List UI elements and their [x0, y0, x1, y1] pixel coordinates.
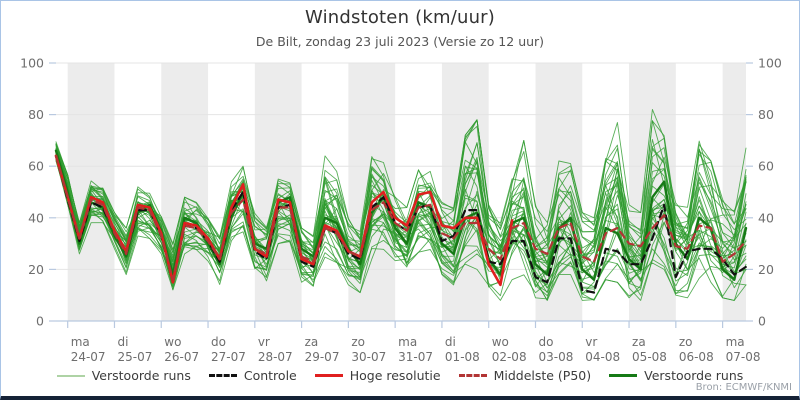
x-axis-label-date: 30-07 [351, 350, 386, 364]
chart-subtitle: De Bilt, zondag 23 juli 2023 (Versie zo … [255, 34, 545, 49]
x-axis-label-date: 06-08 [679, 350, 714, 364]
x-axis-label-date: 28-07 [258, 350, 293, 364]
x-axis-label-weekday: vr [585, 335, 597, 349]
x-axis-label-date: 03-08 [538, 350, 573, 364]
x-axis-label-date: 29-07 [305, 350, 340, 364]
x-axis-label-weekday: ma [398, 335, 417, 349]
chart-header: Windstoten (km/uur) De Bilt, zondag 23 j… [1, 7, 799, 49]
x-axis-label-date: 25-07 [117, 350, 152, 364]
legend-swatch-icon [208, 374, 237, 377]
x-axis-label-weekday: do [211, 335, 226, 349]
x-axis-label-weekday: za [632, 335, 646, 349]
legend-swatch-icon [609, 374, 638, 377]
y-axis-label: 0 [36, 314, 44, 329]
x-axis-label-date: 01-08 [445, 350, 480, 364]
y-axis-label: 80 [758, 107, 774, 122]
legend-label: Hoge resolutie [349, 368, 441, 383]
legend-label: Middelste (P50) [493, 368, 592, 383]
legend-item-3: Middelste (P50) [458, 368, 592, 383]
x-axis-label-date: 31-07 [398, 350, 433, 364]
legend-swatch-icon [314, 374, 343, 377]
x-axis-label-weekday: za [305, 335, 319, 349]
x-axis-label-weekday: wo [492, 335, 509, 349]
y-axis-label: 100 [20, 56, 44, 71]
chart-title: Windstoten (km/uur) [304, 7, 496, 28]
legend-label: Controle [243, 368, 297, 383]
x-axis-label-date: 26-07 [164, 350, 199, 364]
x-axis-label-weekday: zo [679, 335, 693, 349]
x-axis-label-date: 27-07 [211, 350, 246, 364]
x-axis-label-date: 05-08 [632, 350, 667, 364]
legend-label: Verstoorde runs [91, 368, 191, 383]
y-axis-label: 100 [758, 56, 782, 71]
x-axis-label-weekday: di [117, 335, 128, 349]
x-axis-label-date: 04-08 [585, 350, 620, 364]
y-axis-label: 20 [28, 262, 44, 277]
x-axis-label-weekday: ma [726, 335, 745, 349]
x-axis-label-date: 02-08 [492, 350, 527, 364]
x-axis-label-weekday: vr [258, 335, 270, 349]
ensemble-member-line [55, 141, 747, 282]
x-axis-label-weekday: zo [351, 335, 365, 349]
day-band [254, 63, 302, 321]
y-axis-label: 40 [28, 210, 44, 225]
y-axis-label: 80 [28, 107, 44, 122]
legend-swatch-icon [458, 374, 487, 377]
p50-line [54, 154, 748, 281]
legend-item-2: Hoge resolutie [314, 368, 441, 383]
highlight-member-line [54, 149, 748, 281]
x-axis-label-weekday: di [445, 335, 456, 349]
legend-item-0: Verstoorde runs [56, 368, 191, 383]
chart-legend: Verstoorde runs Controle Hoge resolutie Mid… [1, 368, 799, 383]
legend-item-4: Verstoorde runs [609, 368, 743, 383]
x-axis-label-date: 24-07 [71, 350, 106, 364]
ensemble-member-line [55, 108, 747, 281]
legend-label: Verstoorde runs [644, 368, 744, 383]
ensemble-member-line [55, 139, 747, 287]
x-axis-label-date: 07-08 [726, 350, 761, 364]
legend-item-1: Controle [208, 368, 297, 383]
y-axis-label: 40 [758, 210, 774, 225]
legend-swatch-icon [56, 374, 85, 377]
x-axis-label-weekday: ma [71, 335, 90, 349]
y-axis-label: 60 [28, 159, 44, 174]
x-axis-label-weekday: do [538, 335, 553, 349]
y-axis-label: 20 [758, 262, 774, 277]
day-band [161, 63, 209, 321]
ensemble-member-line [55, 153, 747, 301]
ensemble-member-line [55, 147, 747, 294]
ensemble-member-line [55, 143, 747, 279]
x-axis-label-weekday: wo [164, 335, 181, 349]
attribution: Bron: ECMWF/KNMI [695, 382, 792, 393]
y-axis-label: 60 [758, 159, 774, 174]
y-axis-label: 0 [758, 314, 766, 329]
